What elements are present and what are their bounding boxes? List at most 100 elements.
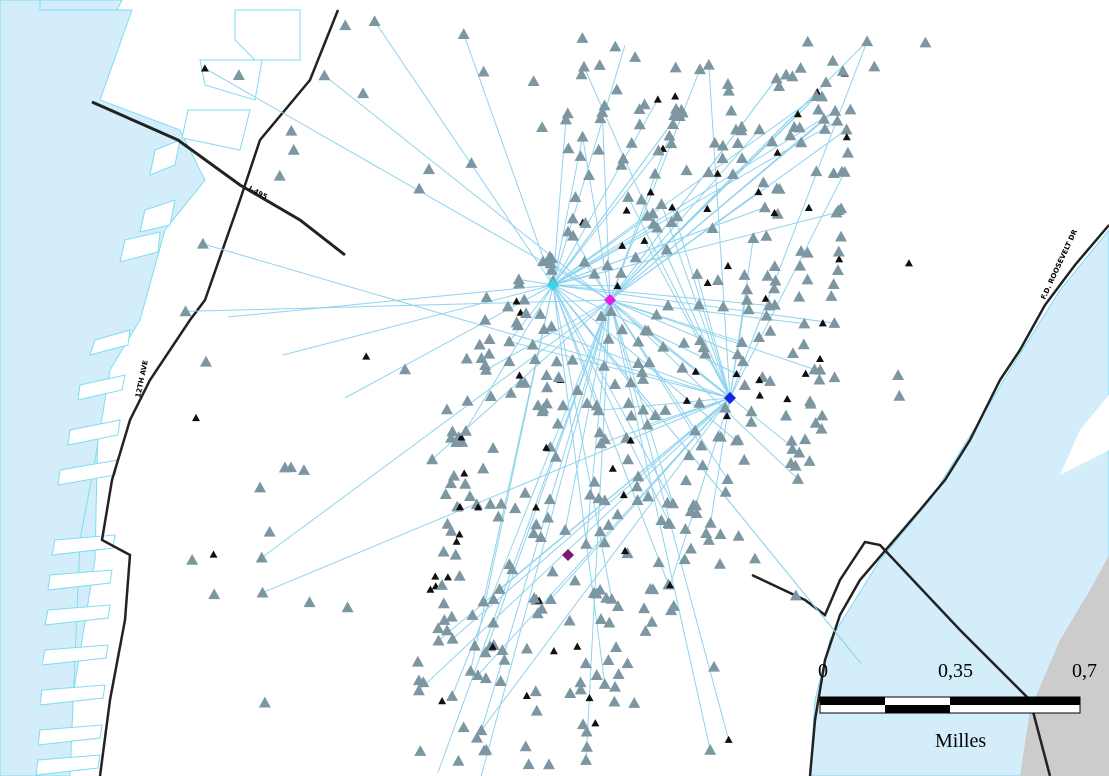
station-marker[interactable] [526,338,539,350]
station-marker[interactable] [460,469,469,477]
station-marker[interactable] [494,675,507,686]
station-marker[interactable] [297,464,310,475]
station-marker[interactable] [610,83,623,95]
station-marker[interactable] [590,669,603,680]
station-marker[interactable] [621,657,634,669]
station-marker[interactable] [797,338,810,350]
station-marker[interactable] [441,624,454,636]
station-marker[interactable] [642,490,655,502]
station-marker[interactable] [446,690,459,701]
station-marker[interactable] [764,324,777,336]
station-marker[interactable] [414,745,427,756]
station-marker[interactable] [457,28,470,39]
station-marker[interactable] [510,316,523,328]
station-marker[interactable] [518,293,531,305]
station-marker[interactable] [832,245,845,257]
station-marker[interactable] [447,469,460,481]
station-marker[interactable] [693,63,706,75]
station-marker[interactable] [657,340,670,352]
hub-marker[interactable] [562,549,574,561]
station-marker[interactable] [868,60,881,72]
station-marker[interactable] [816,409,829,421]
station-marker[interactable] [663,129,676,141]
station-marker[interactable] [919,36,932,48]
station-marker[interactable] [608,378,621,390]
station-marker[interactable] [793,110,802,118]
station-marker[interactable] [708,660,721,672]
station-marker[interactable] [892,369,905,381]
station-marker[interactable] [831,114,844,126]
station-marker[interactable] [593,426,606,438]
hub-marker[interactable] [604,294,616,306]
station-marker[interactable] [577,60,590,72]
station-marker[interactable] [682,396,691,404]
station-marker[interactable] [439,488,452,500]
station-marker[interactable] [770,72,783,84]
station-marker[interactable] [643,356,656,368]
station-marker[interactable] [471,669,484,681]
station-marker[interactable] [616,323,629,335]
station-marker[interactable] [622,453,635,465]
station-marker[interactable] [682,449,695,461]
station-marker[interactable] [561,107,574,119]
station-marker[interactable] [487,593,500,604]
station-marker[interactable] [477,462,490,474]
station-marker[interactable] [580,537,593,549]
station-marker[interactable] [618,241,627,249]
station-marker[interactable] [537,255,550,267]
station-marker[interactable] [611,508,624,520]
station-marker[interactable] [592,404,605,416]
station-marker[interactable] [444,477,457,489]
station-marker[interactable] [285,124,298,136]
station-marker[interactable] [724,735,733,743]
station-marker[interactable] [789,589,802,601]
station-marker[interactable] [714,528,727,540]
station-marker[interactable] [826,54,839,66]
station-marker[interactable] [791,473,804,484]
station-marker[interactable] [536,121,549,133]
station-marker[interactable] [841,146,854,158]
station-marker[interactable] [518,376,531,388]
station-marker[interactable] [399,363,412,375]
station-marker[interactable] [764,375,777,386]
station-marker[interactable] [480,291,493,303]
station-marker[interactable] [732,369,741,378]
station-marker[interactable] [574,676,587,688]
station-marker[interactable] [493,583,506,594]
station-marker[interactable] [443,573,452,581]
station-marker[interactable] [655,198,668,209]
station-marker[interactable] [784,129,797,141]
station-marker[interactable] [441,517,454,529]
station-marker[interactable] [679,523,692,534]
station-marker[interactable] [632,335,645,347]
station-marker[interactable] [480,743,493,755]
station-marker[interactable] [522,691,531,699]
station-marker[interactable] [738,379,751,391]
station-marker[interactable] [769,274,782,286]
station-marker[interactable] [706,222,719,234]
station-marker[interactable] [753,331,766,343]
station-marker[interactable] [453,569,466,581]
station-marker[interactable] [625,409,638,421]
station-marker[interactable] [208,588,221,600]
station-marker[interactable] [714,430,727,442]
station-marker[interactable] [696,459,709,471]
station-marker[interactable] [741,293,754,305]
station-marker[interactable] [828,371,841,383]
station-marker[interactable] [475,724,488,736]
station-marker[interactable] [519,740,532,752]
station-marker[interactable] [603,616,616,628]
station-marker[interactable] [613,281,622,290]
station-marker[interactable] [619,490,628,499]
station-marker[interactable] [763,299,776,311]
station-marker[interactable] [209,550,218,558]
station-marker[interactable] [445,431,458,443]
station-marker[interactable] [840,123,853,135]
station-marker[interactable] [479,672,492,684]
station-marker[interactable] [665,137,678,149]
station-marker[interactable] [628,697,641,708]
station-marker[interactable] [793,121,806,133]
station-marker[interactable] [716,139,729,151]
station-marker[interactable] [801,369,810,377]
station-marker[interactable] [455,530,464,538]
